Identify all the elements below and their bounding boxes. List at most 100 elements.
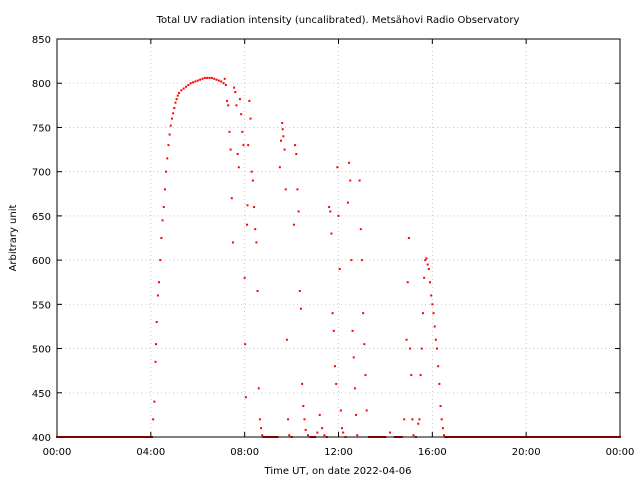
data-point bbox=[236, 152, 239, 155]
y-tick-label: 600 bbox=[32, 256, 51, 267]
x-tick-label: 00:00 bbox=[43, 447, 72, 458]
data-point bbox=[163, 188, 166, 191]
data-point bbox=[362, 312, 365, 315]
data-point bbox=[358, 179, 361, 182]
data-point bbox=[233, 86, 236, 89]
data-point bbox=[241, 130, 244, 133]
data-point bbox=[249, 117, 252, 120]
data-point bbox=[417, 422, 420, 425]
data-point bbox=[162, 206, 165, 209]
data-point bbox=[436, 347, 439, 350]
data-point bbox=[364, 374, 367, 377]
data-point bbox=[341, 427, 344, 430]
data-point bbox=[230, 197, 233, 200]
data-point bbox=[253, 206, 256, 209]
data-point bbox=[441, 427, 444, 430]
data-point bbox=[301, 382, 304, 385]
data-point bbox=[152, 418, 155, 421]
data-point bbox=[440, 418, 443, 421]
data-point bbox=[299, 307, 302, 310]
data-point bbox=[254, 228, 257, 231]
data-point bbox=[185, 85, 188, 88]
data-point bbox=[434, 338, 437, 341]
data-point bbox=[217, 79, 220, 82]
y-tick-label: 750 bbox=[32, 123, 51, 134]
data-point bbox=[331, 312, 334, 315]
data-point bbox=[316, 431, 319, 434]
data-point bbox=[328, 206, 331, 209]
data-point bbox=[247, 144, 250, 147]
data-point bbox=[297, 210, 300, 213]
data-point bbox=[405, 338, 408, 341]
data-point bbox=[224, 83, 227, 86]
data-point bbox=[176, 94, 179, 97]
data-point bbox=[420, 347, 423, 350]
data-point bbox=[419, 374, 422, 377]
data-point bbox=[426, 263, 429, 266]
data-point bbox=[248, 99, 251, 102]
data-point bbox=[282, 135, 285, 138]
data-point bbox=[223, 77, 226, 80]
data-point bbox=[360, 259, 363, 262]
x-tick-label: 12:00 bbox=[324, 447, 353, 458]
data-point bbox=[246, 204, 249, 207]
data-point bbox=[356, 434, 359, 437]
data-point bbox=[351, 329, 354, 332]
y-axis-label: Arbitrary unit bbox=[8, 205, 19, 272]
data-point bbox=[365, 409, 368, 412]
data-point bbox=[438, 382, 441, 385]
data-point bbox=[329, 210, 332, 213]
data-point bbox=[437, 365, 440, 368]
y-tick-label: 450 bbox=[32, 389, 51, 400]
data-point bbox=[187, 83, 190, 86]
data-point bbox=[412, 434, 415, 437]
data-point bbox=[281, 128, 284, 131]
data-point bbox=[222, 82, 225, 85]
data-point bbox=[280, 139, 283, 142]
data-point bbox=[423, 276, 426, 279]
data-point bbox=[158, 281, 161, 284]
data-point bbox=[407, 237, 410, 239]
x-tick-label: 20:00 bbox=[512, 447, 541, 458]
data-point bbox=[243, 276, 246, 279]
data-point bbox=[246, 223, 249, 226]
data-point bbox=[182, 87, 185, 90]
data-point bbox=[411, 418, 414, 421]
plot-frame bbox=[56, 38, 621, 438]
data-point bbox=[242, 144, 245, 147]
data-point bbox=[427, 267, 430, 270]
data-point bbox=[332, 329, 335, 332]
data-point bbox=[425, 257, 428, 260]
data-point bbox=[261, 434, 264, 437]
data-point bbox=[418, 418, 421, 421]
data-point bbox=[260, 427, 263, 430]
data-point bbox=[353, 387, 356, 390]
chart-title: Total UV radiation intensity (uncalibrat… bbox=[156, 15, 520, 26]
data-point bbox=[349, 179, 352, 182]
data-point bbox=[153, 400, 156, 403]
data-point bbox=[161, 219, 164, 222]
data-point bbox=[228, 130, 231, 133]
data-point bbox=[156, 294, 159, 297]
data-point bbox=[180, 89, 183, 92]
data-point bbox=[201, 77, 204, 80]
data-point bbox=[226, 99, 229, 102]
y-tick-label: 850 bbox=[32, 35, 51, 46]
data-point bbox=[227, 104, 230, 107]
data-point bbox=[292, 223, 295, 226]
data-point bbox=[213, 77, 216, 80]
data-point bbox=[173, 106, 176, 109]
data-point bbox=[244, 396, 247, 399]
data-point bbox=[255, 241, 258, 244]
data-point bbox=[355, 413, 358, 416]
data-point bbox=[192, 81, 195, 84]
data-point bbox=[168, 133, 171, 136]
data-point bbox=[424, 259, 427, 262]
y-tick-label: 550 bbox=[32, 300, 51, 311]
data-point bbox=[175, 98, 178, 101]
data-point bbox=[196, 79, 199, 82]
data-point bbox=[234, 91, 237, 94]
data-point bbox=[154, 360, 157, 363]
data-point bbox=[206, 76, 209, 79]
